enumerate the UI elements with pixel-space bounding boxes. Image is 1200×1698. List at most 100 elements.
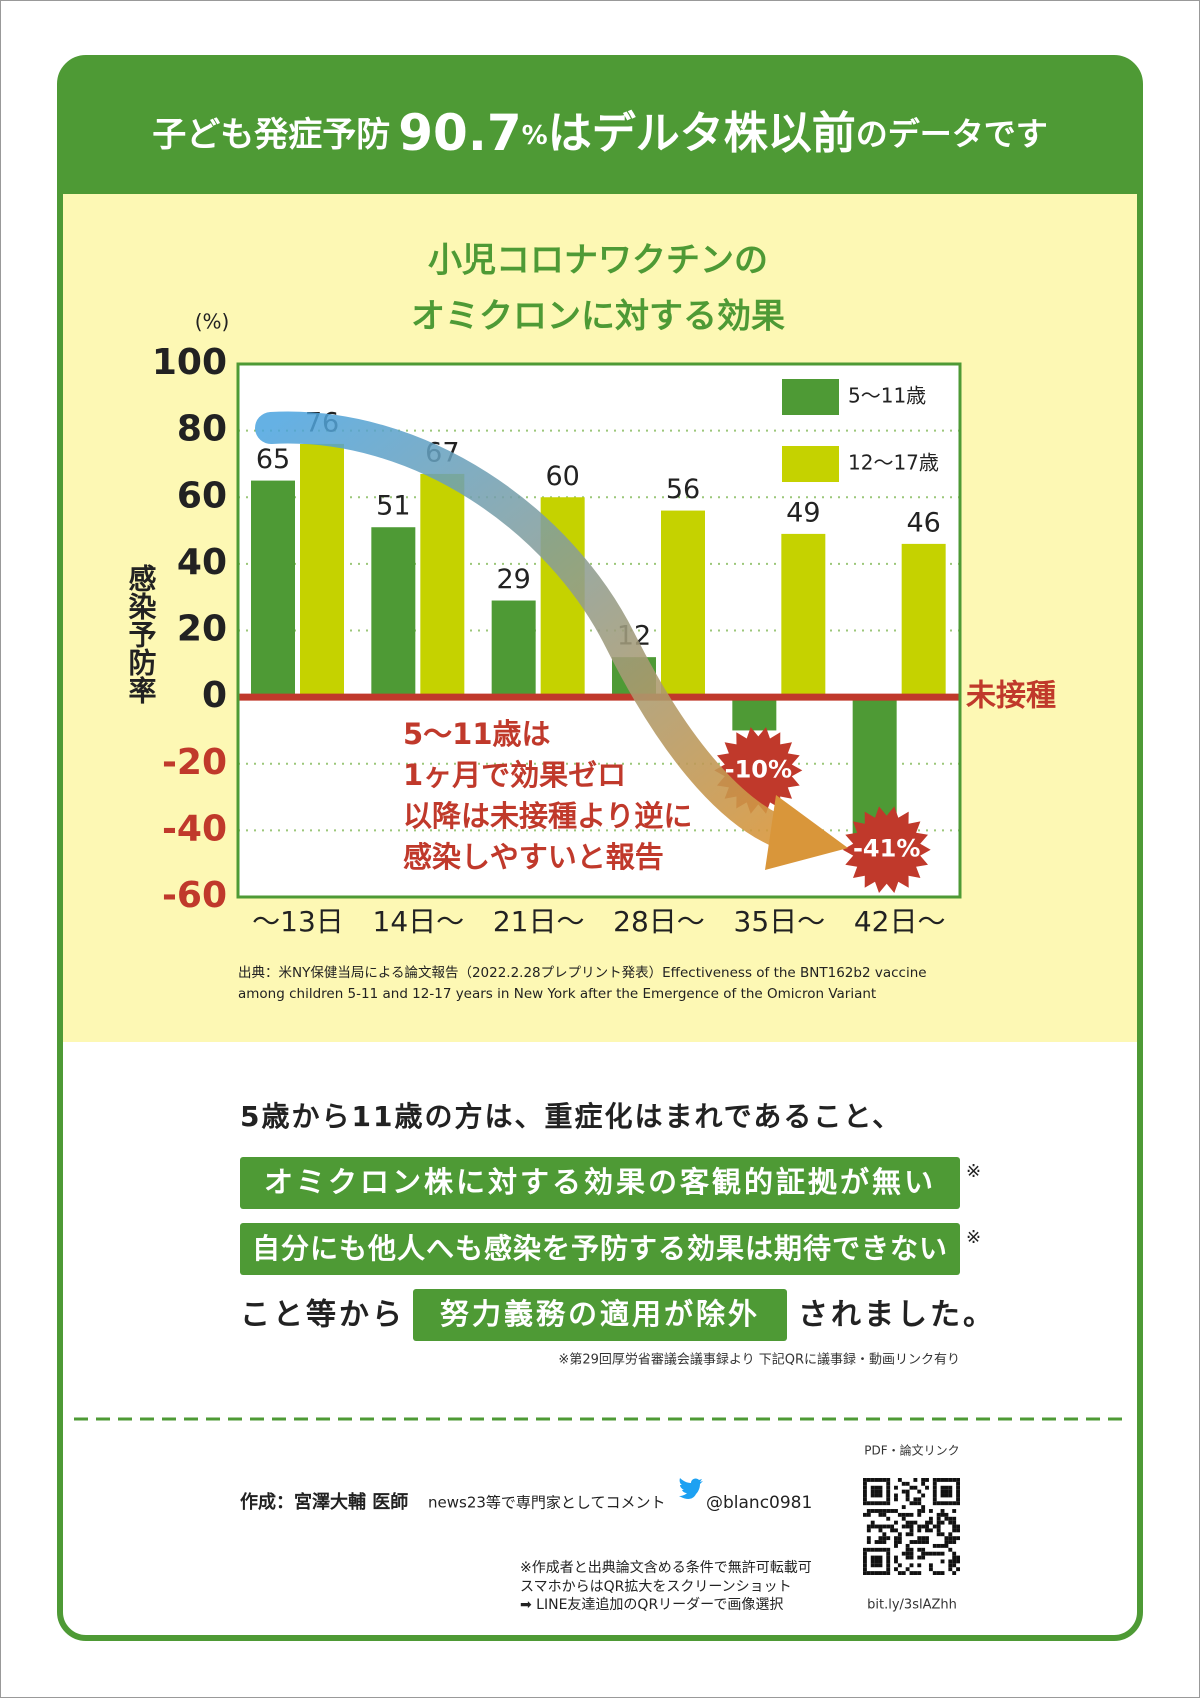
qr-module [870, 1493, 875, 1498]
plot-frame [236, 362, 962, 899]
value-label: -41% [853, 835, 920, 863]
qr-module [897, 1540, 902, 1544]
qr-module [956, 1497, 960, 1502]
qr-module [944, 1489, 949, 1494]
qr-module [863, 1567, 867, 1572]
qr-module [909, 1555, 914, 1560]
qr-module [901, 1505, 906, 1510]
qr-code[interactable] [863, 1478, 960, 1575]
qr-module [874, 1555, 879, 1560]
qr-module [909, 1551, 914, 1556]
qr-module [874, 1547, 879, 1552]
qr-module [948, 1493, 953, 1498]
qr-module [956, 1524, 960, 1529]
header-band [60, 58, 1140, 194]
qr-module [952, 1563, 957, 1568]
twitter-handle[interactable]: @blanc0981 [706, 1493, 812, 1513]
qr-module [952, 1540, 957, 1544]
qr-module [932, 1481, 937, 1486]
qr-module [948, 1516, 953, 1521]
qr-module [905, 1532, 910, 1537]
qr-module [886, 1571, 891, 1575]
qr-module [909, 1520, 914, 1525]
qr-module [882, 1540, 887, 1544]
qr-module [956, 1478, 960, 1482]
trend-arrow [255, 411, 806, 852]
y-tick-label: -60 [162, 875, 227, 916]
qr-module [886, 1524, 891, 1529]
body-closing: されました。 [798, 1298, 996, 1333]
qr-module [866, 1547, 871, 1552]
bar [852, 697, 897, 834]
qr-module [886, 1493, 891, 1498]
qr-module [925, 1485, 929, 1490]
qr-module [917, 1540, 922, 1544]
qr-module [928, 1520, 933, 1525]
twitter-icon [679, 1478, 703, 1499]
qr-module [917, 1524, 922, 1529]
qr-module [886, 1497, 891, 1502]
qr-module [940, 1532, 945, 1537]
qr-module [956, 1528, 960, 1533]
qr-module [925, 1478, 929, 1482]
legend-label: 5～11歳 [848, 384, 926, 408]
qr-module [952, 1571, 957, 1575]
qr-module [874, 1563, 879, 1568]
qr-module [878, 1563, 883, 1568]
qr-module [905, 1551, 910, 1556]
qr-module [909, 1485, 914, 1490]
qr-module [917, 1512, 922, 1517]
starburst [842, 806, 931, 893]
qr-module [925, 1524, 929, 1529]
qr-module [917, 1528, 922, 1533]
qr-module [886, 1559, 891, 1564]
value-label: 60 [545, 461, 579, 492]
qr-module [863, 1559, 867, 1564]
title-part: 子ども発症予防 [152, 115, 390, 155]
qr-module [894, 1536, 898, 1541]
qr-module [944, 1540, 949, 1544]
qr-module [948, 1567, 953, 1572]
qr-module [944, 1536, 949, 1541]
qr-module [909, 1512, 914, 1517]
qr-module [866, 1478, 871, 1482]
qr-module [870, 1524, 875, 1529]
qr-module [874, 1501, 879, 1506]
qr-module [882, 1478, 887, 1482]
qr-module [948, 1547, 953, 1552]
qr-module [878, 1485, 883, 1490]
qr-module [863, 1493, 867, 1498]
trend-arrowhead [765, 795, 848, 870]
qr-module [921, 1551, 926, 1556]
qr-module [882, 1571, 887, 1575]
y-tick-label: 0 [202, 675, 227, 716]
qr-module [940, 1485, 945, 1490]
qr-module [921, 1536, 926, 1541]
qr-module [936, 1512, 941, 1517]
qr-module [866, 1512, 871, 1517]
comment: news23等で専門家としてコメント [428, 1494, 665, 1512]
qr-module [886, 1481, 891, 1486]
qr-module [882, 1509, 887, 1513]
qr-module [890, 1509, 895, 1513]
qr-module [940, 1509, 945, 1513]
y-tick-label: 60 [177, 475, 227, 516]
title-part: 90.7 [398, 104, 521, 162]
y-tick-label: -20 [162, 742, 227, 783]
qr-module [905, 1555, 910, 1560]
qr-module [932, 1493, 937, 1498]
qr-module [917, 1571, 922, 1575]
x-tick-label: 14日～ [373, 905, 465, 938]
bar [781, 533, 826, 698]
bar [251, 480, 295, 698]
qr-module [870, 1509, 875, 1513]
qr-module [944, 1478, 949, 1482]
qr-module [897, 1571, 902, 1575]
qr-module [878, 1571, 883, 1575]
legend-swatch [782, 379, 839, 415]
url[interactable]: bit.ly/3slAZhh [867, 1598, 957, 1613]
qr-module [956, 1485, 960, 1490]
qr-module [894, 1509, 898, 1513]
qr-module [897, 1536, 902, 1541]
qr-module [940, 1543, 945, 1548]
